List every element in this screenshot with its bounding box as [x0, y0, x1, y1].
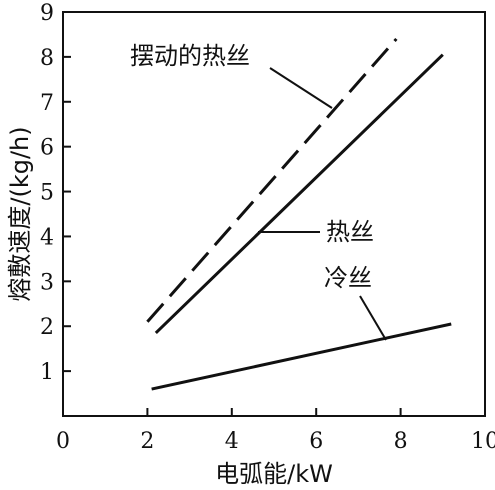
x-tick-label: 2	[140, 429, 154, 454]
y-tick-label: 9	[40, 1, 54, 26]
x-tick-label: 4	[225, 429, 239, 454]
y-tick-label: 6	[40, 136, 54, 161]
x-axis-ticks: 0 2 4 6 8 10	[56, 408, 495, 454]
y-tick-label: 8	[40, 46, 54, 71]
y-axis-label: 熔敷速度/(kg/h)	[6, 126, 34, 301]
annotation-label-2: 冷丝	[324, 264, 372, 292]
annotation-leader-2	[359, 295, 387, 341]
x-tick-label: 8	[394, 429, 408, 454]
x-axis-label: 电弧能/kW	[215, 460, 333, 488]
series-line-1	[154, 53, 444, 335]
series-line-2	[151, 322, 452, 391]
x-tick-label: 0	[56, 429, 70, 454]
annotation-label-0: 摆动的热丝	[130, 42, 250, 70]
y-tick-label: 1	[40, 360, 54, 385]
series-layer	[146, 37, 452, 391]
series-line-0	[146, 37, 398, 323]
plot-frame	[62, 11, 486, 417]
annotation-leader-0	[269, 67, 333, 109]
annotation-label-1: 热丝	[326, 218, 374, 246]
y-axis-ticks: 1 2 3 4 5 6 7 8 9	[40, 1, 71, 385]
y-tick-label: 3	[40, 270, 54, 295]
y-tick-label: 4	[40, 225, 54, 250]
y-tick-label: 7	[40, 91, 54, 116]
y-tick-label: 2	[40, 315, 54, 340]
x-tick-label: 10	[471, 429, 495, 454]
y-tick-label: 5	[40, 181, 54, 206]
x-tick-label: 6	[309, 429, 323, 454]
